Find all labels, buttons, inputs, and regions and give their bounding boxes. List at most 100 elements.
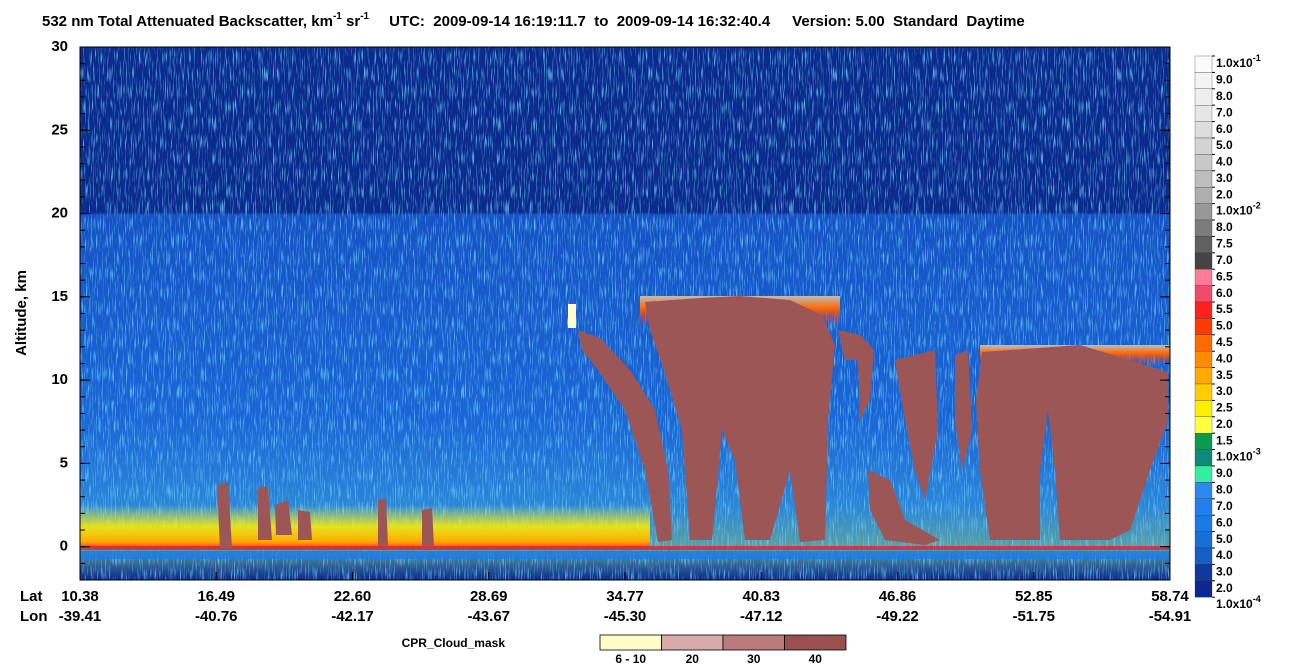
colorbar-label: 7.0 — [1216, 253, 1233, 267]
colorbar-cell — [1194, 219, 1213, 237]
cpr-legend: CPR_Cloud_mask 6 - 10 20 30 40 — [402, 634, 847, 666]
cloud-mask — [217, 296, 1168, 548]
colorbar-cell — [1194, 531, 1213, 549]
colorbar-cell — [1194, 203, 1213, 221]
colorbar-cell — [1194, 236, 1213, 253]
title-exp: -1 — [333, 11, 342, 22]
colorbar-cell — [1194, 580, 1213, 598]
colorbar-label: 8.0 — [1216, 220, 1233, 234]
lon-label: -54.91 — [1149, 608, 1192, 625]
cloud — [868, 470, 940, 545]
colorbar-cell — [1194, 187, 1213, 204]
lon-label: -45.30 — [604, 608, 647, 625]
colorbar-cell — [1194, 72, 1213, 89]
colorbar-label: 4.0 — [1216, 351, 1233, 365]
colorbar-label: 3.0 — [1216, 171, 1233, 185]
cloud — [645, 296, 835, 542]
lat-label: 10.38 — [61, 588, 99, 605]
cloud — [422, 508, 434, 546]
colorbar-label: 2.5 — [1216, 401, 1233, 415]
colorbar-label: 7.0 — [1216, 105, 1233, 119]
lat-label: 22.60 — [334, 588, 372, 605]
colorbar-label: 5.0 — [1216, 532, 1233, 546]
colorbar-label: 3.5 — [1216, 368, 1233, 382]
y-tick-label: 20 — [51, 205, 68, 222]
colorbar-label: 2.0 — [1216, 417, 1233, 431]
lat-label: 28.69 — [470, 588, 508, 605]
colorbar-cell — [1194, 154, 1213, 171]
chart-title: 532 nm Total Attenuated Backscatter, km-… — [42, 11, 1025, 30]
y-tick-label: 25 — [51, 121, 68, 138]
y-tick-label: 10 — [51, 371, 68, 388]
colorbar-cell — [1194, 121, 1213, 139]
surface-aerosol — [80, 505, 650, 548]
colorbar-cell — [1194, 318, 1213, 335]
colorbar-label: 1.0x10-4 — [1216, 595, 1261, 612]
colorbar-cell — [1194, 170, 1213, 188]
colorbar-label: 4.0 — [1216, 155, 1233, 169]
colorbar-label-base: 1.0x10 — [1216, 204, 1253, 218]
title-exp: -1 — [360, 11, 369, 22]
colorbar-label: 7.5 — [1216, 237, 1233, 251]
cloud — [578, 330, 672, 542]
lon-label: -39.41 — [59, 608, 102, 625]
backscatter-field — [80, 47, 1170, 580]
colorbar-cell — [1194, 383, 1213, 401]
colorbar-label: 1.0x10-1 — [1216, 53, 1261, 70]
cpr-legend-label: 30 — [747, 652, 761, 666]
colorbar-label: 8.0 — [1216, 483, 1233, 497]
lat-label: 16.49 — [197, 588, 235, 605]
cloud — [217, 482, 232, 548]
y-tick-label: 0 — [60, 538, 68, 555]
colorbar-label: 4.0 — [1216, 548, 1233, 562]
colorbar-cell — [1194, 88, 1213, 106]
lat-label: 52.85 — [1015, 588, 1053, 605]
cpr-legend-swatch — [722, 634, 785, 651]
colorbar-cell — [1194, 55, 1213, 73]
cpr-legend-title: CPR_Cloud_mask — [402, 636, 506, 650]
lat-label: 34.77 — [606, 588, 644, 605]
colorbar-cell — [1194, 351, 1213, 368]
cloud — [955, 350, 972, 470]
cloud — [298, 510, 312, 540]
x-row-label: Lon — [20, 608, 48, 625]
colorbar-label: 1.0x10-3 — [1216, 447, 1261, 464]
cloud — [976, 345, 1168, 540]
title-unit: sr — [342, 13, 361, 30]
colorbar-label-exp: -4 — [1253, 595, 1261, 605]
cpr-legend-label: 6 - 10 — [615, 652, 646, 666]
title-time: UTC: 2009-09-14 16:19:11.7 to 2009-09-14… — [389, 13, 771, 30]
lon-label: -42.17 — [331, 608, 374, 625]
y-tick-label: 15 — [51, 288, 68, 305]
colorbar-label: 1.5 — [1216, 433, 1233, 447]
cpr-legend-swatch — [599, 634, 662, 651]
colorbar-cell — [1194, 137, 1213, 155]
y-axis-label: Altitude, km — [13, 270, 30, 356]
colorbar-cell — [1194, 564, 1213, 581]
lon-label: -43.67 — [467, 608, 510, 625]
colorbar-label-exp: -3 — [1253, 447, 1261, 457]
colorbar-label: 6.0 — [1216, 515, 1233, 529]
colorbar-cell — [1194, 269, 1213, 286]
colorbar-label: 5.0 — [1216, 319, 1233, 333]
colorbar-label-exp: -1 — [1253, 53, 1261, 63]
cloud-mask-light — [568, 304, 576, 328]
colorbar-label-base: 1.0x10 — [1216, 450, 1253, 464]
cloud — [275, 500, 292, 535]
cloud — [378, 498, 388, 546]
colorbar-cell — [1194, 252, 1213, 270]
cpr-legend-label: 40 — [809, 652, 823, 666]
colorbar-label: 7.0 — [1216, 499, 1233, 513]
colorbar-label: 2.0 — [1216, 187, 1233, 201]
cpr-legend-label: 20 — [686, 652, 700, 666]
colorbar-cell — [1194, 449, 1213, 467]
lat-label: 40.83 — [742, 588, 780, 605]
colorbar-cell — [1194, 105, 1213, 122]
colorbar-label: 6.0 — [1216, 122, 1233, 136]
cloud — [838, 330, 874, 420]
lat-label: 58.74 — [1151, 588, 1189, 605]
surface-return — [80, 546, 1170, 550]
colorbar-label-base: 1.0x10 — [1216, 56, 1253, 70]
colorbar-cell — [1194, 301, 1213, 319]
colorbar-label: 6.0 — [1216, 286, 1233, 300]
